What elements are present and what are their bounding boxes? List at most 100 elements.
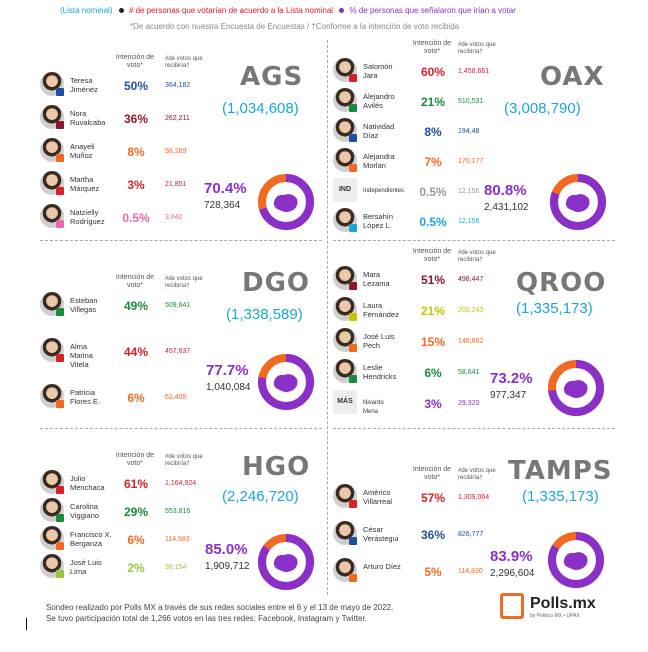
participation-donut	[258, 354, 314, 410]
candidate-row: César Verástegui 36% 826,777	[333, 521, 503, 551]
intent-percent: 3%	[424, 397, 442, 411]
party-logo-icon	[56, 220, 64, 228]
header-votes: #de votos que recibiría†	[458, 250, 496, 263]
vote-count: 457,637	[165, 348, 191, 355]
party-logo-icon	[349, 134, 357, 142]
header-votes: #de votos que recibiría†	[165, 276, 203, 289]
candidate-row: IND Independientes 0.5% 12,156	[333, 178, 503, 208]
intent-percent: 6%	[127, 391, 145, 405]
party-logo-icon	[56, 121, 64, 129]
vote-count: 1,309,064	[458, 494, 490, 501]
party-logo-icon	[56, 400, 64, 408]
candidate-name: José Luis Lima	[70, 558, 102, 576]
legend-lista-label: (Lista nominal)	[60, 6, 113, 15]
intent-percent: 61%	[123, 477, 149, 491]
nominal-list-total: (1,034,608)	[222, 100, 299, 117]
candidate-name: César Verástegui	[363, 525, 399, 543]
party-logo-icon	[349, 344, 357, 352]
donut-participation-arc	[258, 354, 314, 410]
state-map-icon	[273, 374, 298, 392]
candidate-row: Francisco X. Berganza 6% 114,583	[40, 526, 210, 556]
footer-line-2: Se tuvo participación total de 1,266 vot…	[46, 614, 367, 623]
brand-sub: by Político MX • UPAX	[530, 613, 580, 619]
candidate-name: Natividad Díaz	[363, 122, 395, 140]
candidate-name: Martha Márquez	[70, 175, 100, 193]
text-cursor	[26, 618, 27, 630]
candidate-row: Arturo Díez 5% 114,830	[333, 558, 503, 588]
candidate-name: Julio Menchaca	[70, 474, 105, 492]
vote-count: 498,447	[458, 276, 484, 283]
intent-percent: 49%	[123, 299, 149, 313]
party-logo-icon	[349, 537, 357, 545]
state-name: HGO	[242, 452, 311, 482]
vote-count: 29,320	[458, 400, 480, 407]
intent-percent: 6%	[424, 366, 442, 380]
candidate-row: Américo Villarreal 57% 1,309,064	[333, 484, 503, 514]
state-map-icon	[565, 194, 590, 212]
participation-percent: 77.7%	[206, 362, 249, 379]
candidate-row: Teresa Jiménez 50% 364,182	[40, 72, 210, 102]
candidate-row: Esteban Villegas 49% 509,641	[40, 292, 210, 322]
state-name: AGS	[240, 62, 304, 92]
participation-donut	[258, 174, 314, 230]
candidate-row: Patricia Flores E. 6% 62,405	[40, 384, 210, 414]
participation-votes: 1,909,712	[205, 561, 250, 572]
header-intent: Intención de voto*	[115, 274, 155, 289]
header-votes: #de votos que recibiría†	[458, 42, 496, 55]
candidate-name: Anayeli Muñoz	[70, 142, 95, 160]
header-intent: Intención de voto*	[115, 54, 155, 69]
candidate-row: José Luis Pech 15% 146,602	[333, 328, 503, 358]
candidate-name: José Luis Pech	[363, 332, 395, 350]
candidate-name: Nora Ruvalcaba	[70, 109, 106, 127]
vote-count: 1,164,924	[165, 480, 197, 487]
vote-count: 62,405	[165, 394, 187, 401]
candidate-row: Anayeli Muñoz 8% 58,269	[40, 138, 210, 168]
party-logo-icon	[349, 104, 357, 112]
vote-count: 3,642	[165, 214, 183, 221]
vote-count: 553,816	[165, 508, 191, 515]
header-intent: Intención de voto*	[412, 248, 452, 263]
intent-percent: 57%	[420, 491, 446, 505]
donut-participation-arc	[548, 532, 604, 588]
footer-line-1: Sondeo realizado por Polls MX a través d…	[46, 603, 394, 612]
brand-name: Polls.mx	[530, 595, 596, 612]
intent-percent: 2%	[127, 561, 145, 575]
candidate-name: Francisco X. Berganza	[70, 530, 112, 548]
candidate-row: Mara Lezama 51% 498,447	[333, 266, 503, 296]
candidate-name: Nivardo Mena	[363, 400, 384, 415]
vote-count: 364,182	[165, 82, 191, 89]
divider-left-1	[40, 240, 322, 241]
legend-item-turnout: % de personas que señalaron que irían a …	[349, 6, 516, 15]
candidate-row: Alejandro Avilés 21% 510,531	[333, 88, 503, 118]
header-intent: Intención de voto*	[115, 452, 155, 467]
intent-percent: 3%	[127, 178, 145, 192]
intent-percent: 60%	[420, 65, 446, 79]
intent-percent: 51%	[420, 273, 446, 287]
nominal-list-total: (2,246,720)	[222, 488, 299, 505]
candidate-row: Julio Menchaca 61% 1,164,924	[40, 470, 210, 500]
participation-votes: 2,296,604	[490, 568, 535, 579]
candidate-name: Mara Lezama	[363, 270, 390, 288]
candidate-row: Nora Ruvalcaba 36% 262,211	[40, 105, 210, 135]
donut-participation-arc	[258, 534, 314, 590]
donut-participation-arc	[550, 174, 606, 230]
candidate-row: Natzielly Rodríguez 0.5% 3,642	[40, 204, 210, 234]
candidate-row: Alma Marina Vitela 44% 457,637	[40, 338, 210, 369]
participation-percent: 83.9%	[490, 548, 533, 565]
candidate-row: Martha Márquez 3% 21,851	[40, 171, 210, 201]
party-logo-icon	[56, 154, 64, 162]
participation-percent: 85.0%	[205, 541, 248, 558]
party-logo-icon	[56, 542, 64, 550]
divider-left-2	[40, 428, 322, 429]
candidate-name: Natzielly Rodríguez	[70, 208, 105, 226]
candidate-row: Laura Fernández 21% 205,243	[333, 297, 503, 327]
vote-count: 114,830	[458, 568, 483, 575]
vote-count: 12,156	[458, 218, 480, 225]
intent-percent: 8%	[127, 145, 145, 159]
party-logo-icon	[56, 88, 64, 96]
intent-percent: 0.5%	[419, 215, 447, 229]
party-badge: IND	[333, 178, 357, 202]
vote-count: 170,177	[458, 158, 484, 165]
party-logo-icon	[56, 354, 64, 362]
donut-participation-arc	[548, 360, 604, 416]
